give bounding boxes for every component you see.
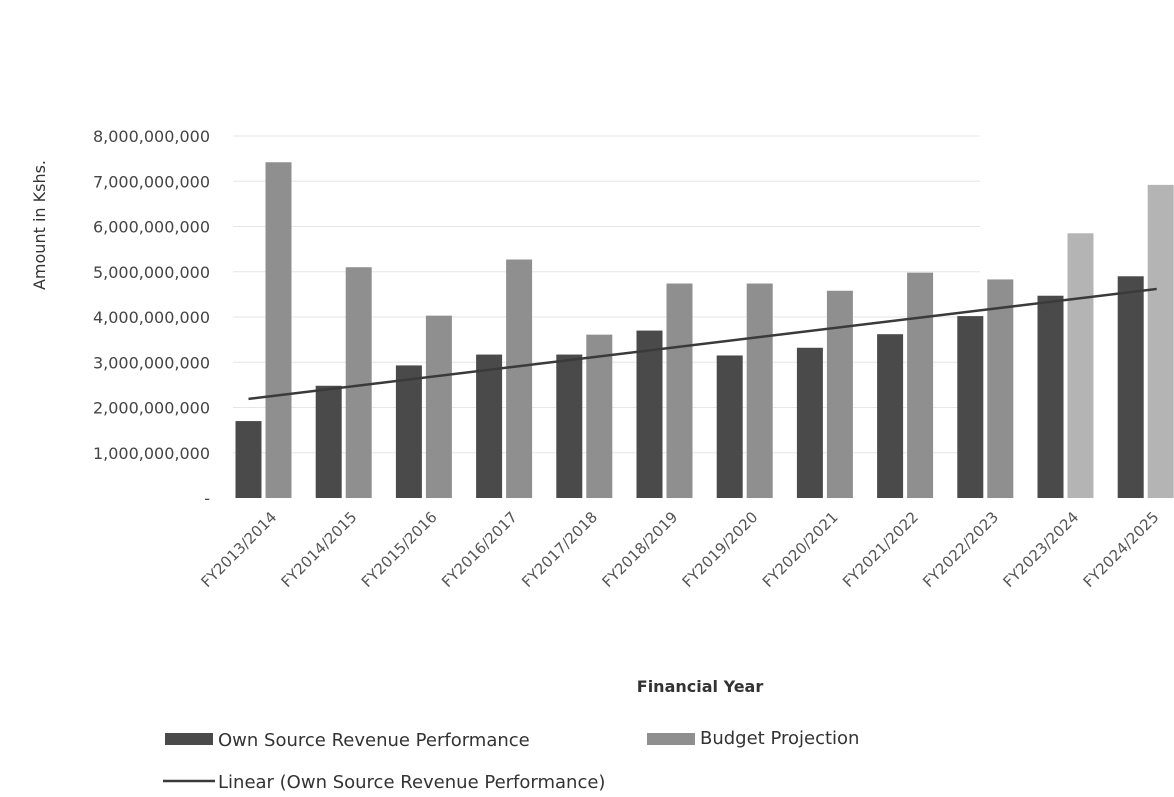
y-tick-label: 5,000,000,000 <box>93 263 210 282</box>
y-tick-label: 4,000,000,000 <box>93 308 210 327</box>
bar-budget-projection <box>586 334 613 498</box>
x-category-label: FY2022/2023 <box>919 508 1002 591</box>
bar-budget-projection <box>265 162 292 498</box>
x-category-label: FY2015/2016 <box>358 508 441 591</box>
y-tick-label: - <box>204 489 210 508</box>
x-category-label: FY2016/2017 <box>438 508 521 591</box>
bar-budget-projection <box>666 283 693 498</box>
bar-own-source <box>315 385 342 498</box>
x-axis-title: Financial Year <box>637 677 764 696</box>
x-category-label: FY2017/2018 <box>518 508 601 591</box>
x-category-label: FY2018/2019 <box>598 508 681 591</box>
bar-budget-projection <box>506 259 533 498</box>
legend-label-linear: Linear (Own Source Revenue Performance) <box>218 772 605 793</box>
y-tick-label: 3,000,000,000 <box>93 353 210 372</box>
x-category-label: FY2014/2015 <box>278 508 361 591</box>
y-tick-label: 8,000,000,000 <box>93 127 210 146</box>
legend-swatch-own-source <box>165 733 213 745</box>
y-axis-ticks: - 1,000,000,000 2,000,000,000 3,000,000,000… <box>93 127 210 508</box>
bar-budget-projection <box>425 315 452 498</box>
bar-budget-projection <box>907 272 934 498</box>
bar-own-source <box>716 355 743 498</box>
y-axis-title: Amount in Kshs. <box>30 160 49 290</box>
x-category-label: FY2013/2014 <box>197 508 280 591</box>
bar-budget-projection <box>1067 233 1094 498</box>
bar-own-source <box>957 316 984 498</box>
bar-budget-projection <box>987 279 1014 498</box>
bar-own-source <box>1037 295 1064 498</box>
bar-own-source <box>235 421 262 498</box>
y-tick-label: 2,000,000,000 <box>93 399 210 418</box>
y-tick-label: 6,000,000,000 <box>93 218 210 237</box>
x-category-label: FY2021/2022 <box>839 508 922 591</box>
bars <box>235 162 1174 498</box>
y-tick-label: 1,000,000,000 <box>93 444 210 463</box>
bar-budget-projection <box>826 290 853 498</box>
legend: Own Source Revenue Performance Budget Pr… <box>163 728 859 793</box>
trendline-linear <box>248 287 1157 401</box>
x-category-label: FY2024/2025 <box>1080 508 1163 591</box>
bar-own-source <box>796 347 823 498</box>
x-category-label: FY2020/2021 <box>759 508 842 591</box>
legend-swatch-budget <box>647 733 695 745</box>
bar-own-source <box>1117 276 1144 498</box>
bar-own-source <box>877 334 904 498</box>
bar-own-source <box>476 354 503 498</box>
bar-own-source <box>636 330 663 498</box>
legend-label-budget: Budget Projection <box>700 728 859 749</box>
x-category-label: FY2023/2024 <box>999 508 1082 591</box>
bar-budget-projection <box>345 267 372 498</box>
trendline-layer <box>248 287 1157 401</box>
y-tick-label: 7,000,000,000 <box>93 172 210 191</box>
x-axis-categories: FY2013/2014FY2014/2015FY2015/2016FY2016/… <box>197 508 1162 591</box>
bar-own-source <box>556 354 583 498</box>
bar-budget-projection <box>1147 184 1174 498</box>
x-category-label: FY2019/2020 <box>679 508 762 591</box>
bar-own-source <box>395 365 422 498</box>
bar-budget-projection <box>746 283 773 498</box>
legend-label-own-source: Own Source Revenue Performance <box>218 730 530 751</box>
